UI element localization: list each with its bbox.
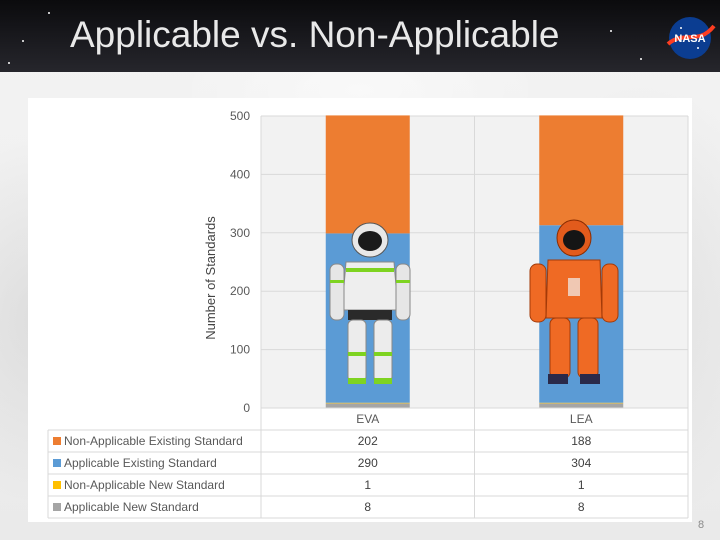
title-bar: Applicable vs. Non-Applicable NASA xyxy=(0,0,720,72)
legend-label: Applicable New Standard xyxy=(64,500,199,514)
bar-segment xyxy=(325,402,410,404)
y-axis-label: Number of Standards xyxy=(203,216,218,340)
legend-swatch xyxy=(53,503,61,511)
star xyxy=(48,12,50,14)
bar-segment xyxy=(539,402,624,404)
data-table: EVA LEA Non-Applicable Existing Standard 20… xyxy=(47,407,689,519)
y-tick-label: 0 xyxy=(243,401,250,415)
table-cell-value: 188 xyxy=(571,434,591,448)
logo-text: NASA xyxy=(674,33,705,45)
page-number: 8 xyxy=(698,519,705,531)
bar-segment xyxy=(539,115,624,226)
table-cell-value: 1 xyxy=(364,478,371,492)
star xyxy=(8,62,10,64)
table-cell-value: 290 xyxy=(358,456,378,470)
category-label: LEA xyxy=(570,412,593,426)
bar-segment xyxy=(325,115,410,234)
legend-swatch xyxy=(53,481,61,489)
table-cell-value: 8 xyxy=(578,500,585,514)
bar-segment xyxy=(325,403,410,408)
eva-suit-illustration xyxy=(329,222,411,384)
slide-title: Applicable vs. Non-Applicable xyxy=(70,14,560,55)
legend-swatch xyxy=(53,437,61,445)
y-tick-label: 200 xyxy=(230,284,250,298)
grid xyxy=(260,115,689,409)
star xyxy=(610,30,612,32)
table-cell-value: 1 xyxy=(578,478,585,492)
legend-label: Applicable Existing Standard xyxy=(64,456,217,470)
stacked-bar-chart: 0 100 200 300 400 500 Number of Standards EVA… xyxy=(47,109,689,519)
table-cell-value: 8 xyxy=(364,500,371,514)
y-tick-label: 400 xyxy=(230,167,250,181)
table-cell-value: 202 xyxy=(358,434,378,448)
y-tick-label: 500 xyxy=(230,109,250,123)
legend-swatch xyxy=(53,459,61,467)
legend-label: Non-Applicable Existing Standard xyxy=(64,434,243,448)
chart-panel: 0 100 200 300 400 500 Number of Standards EVA… xyxy=(28,98,692,522)
y-axis-ticks: 0 100 200 300 400 500 xyxy=(230,109,250,415)
category-label: EVA xyxy=(356,412,379,426)
y-tick-label: 300 xyxy=(230,226,250,240)
lea-suit-illustration xyxy=(529,219,619,384)
nasa-logo: NASA xyxy=(666,17,716,59)
legend-label: Non-Applicable New Standard xyxy=(64,478,225,492)
table-cell-value: 304 xyxy=(571,456,591,470)
y-tick-label: 100 xyxy=(230,343,250,357)
star xyxy=(22,40,24,42)
bar-segment xyxy=(539,403,624,408)
star xyxy=(640,58,642,60)
